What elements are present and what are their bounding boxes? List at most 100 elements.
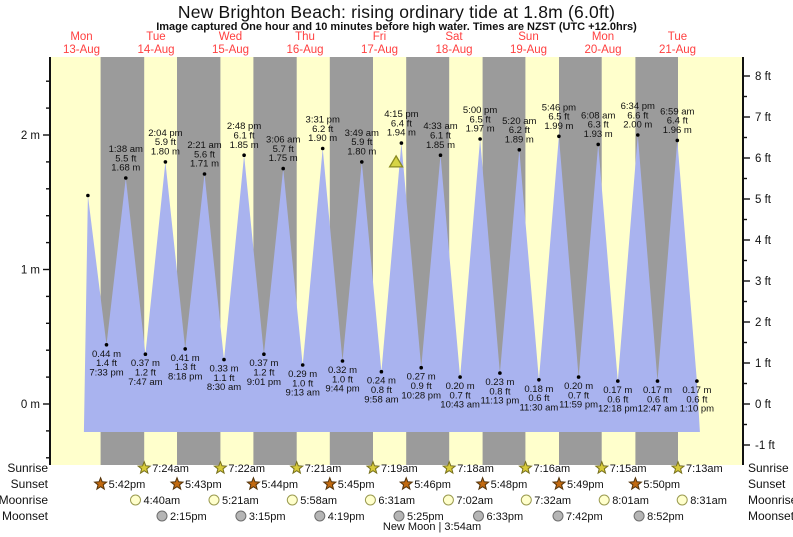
tide-point-dot xyxy=(183,347,187,351)
moonrise-time: 8:31am xyxy=(690,495,727,507)
sunrise-time: 7:13am xyxy=(686,463,723,475)
sunset-time: 5:42pm xyxy=(109,479,146,491)
high-tide-label: 1.89 m xyxy=(505,134,534,145)
day-date-label: 13-Aug xyxy=(63,44,100,56)
sunrise-row-label-left: Sunrise xyxy=(7,461,48,475)
sunrise-time: 7:21am xyxy=(305,463,342,475)
day-name-label: Sat xyxy=(445,31,463,43)
high-tide-label: 6.3 ft xyxy=(588,120,609,131)
moonset-time: 3:15pm xyxy=(249,511,286,523)
moonrise-icon xyxy=(520,494,532,506)
low-tide-label: 8:18 pm xyxy=(168,372,202,383)
low-tide-label: 1:10 pm xyxy=(680,404,714,415)
high-tide-label: 6.1 ft xyxy=(430,131,451,142)
moonset-icon xyxy=(156,510,168,522)
tide-point-dot xyxy=(104,343,109,347)
moonrise-icon xyxy=(286,494,298,506)
right-axis-label: 4 ft xyxy=(755,235,772,247)
high-tide-label: 1.80 m xyxy=(151,147,180,158)
moonset-icon xyxy=(393,510,405,522)
right-axis-label: 0 ft xyxy=(755,399,772,411)
day-date-label: 18-Aug xyxy=(435,44,472,56)
low-tide-label: 0.23 m xyxy=(485,377,514,388)
low-tide-label: 1.4 ft xyxy=(96,358,117,369)
low-tide-label: 0.17 m xyxy=(682,385,711,396)
low-tide-label: 12:47 am xyxy=(638,404,678,415)
tide-point-dot xyxy=(124,176,128,180)
low-tide-label: 0.7 ft xyxy=(568,390,589,401)
high-tide-label: 6.4 ft xyxy=(391,118,412,129)
moonrise-icon xyxy=(208,494,220,506)
low-tide-label: 10:43 am xyxy=(440,400,480,411)
low-tide-label: 11:13 pm xyxy=(480,396,519,407)
high-tide-label: 2:21 am xyxy=(187,140,221,151)
sunset-time: 5:48pm xyxy=(491,479,528,491)
high-tide-label: 5:00 pm xyxy=(463,105,497,116)
low-tide-label: 0.32 m xyxy=(328,365,357,376)
high-tide-label: 1.90 m xyxy=(308,133,337,144)
moonset-time: 7:42pm xyxy=(566,511,603,523)
sunset-time: 5:49pm xyxy=(567,479,604,491)
high-tide-label: 1.68 m xyxy=(111,163,140,174)
low-tide-label: 9:13 am xyxy=(286,388,320,399)
moonset-time: 8:52pm xyxy=(647,511,684,523)
sunrise-icon xyxy=(594,460,610,475)
tide-point-dot xyxy=(163,160,168,164)
low-tide-label: 0.6 ft xyxy=(647,394,668,405)
low-tide-label: 0.18 m xyxy=(524,384,553,395)
sunset-time: 5:50pm xyxy=(643,479,680,491)
sunrise-icon xyxy=(365,460,381,475)
high-tide-label: 1.80 m xyxy=(347,147,376,158)
left-axis-label: 1 m xyxy=(21,265,40,277)
sunrise-time: 7:24am xyxy=(152,463,189,475)
tide-point-dot xyxy=(202,172,207,176)
low-tide-label: 1.0 ft xyxy=(292,378,313,389)
day-date-label: 21-Aug xyxy=(659,44,696,56)
day-date-label: 14-Aug xyxy=(137,44,174,56)
low-tide-label: 0.37 m xyxy=(131,358,160,369)
day-name-label: Mon xyxy=(592,31,614,43)
moonrise-time: 8:01am xyxy=(612,495,649,507)
moon-phase-label: New Moon | 3:54am xyxy=(383,521,481,533)
day-date-label: 15-Aug xyxy=(212,44,249,56)
high-tide-label: 1:38 am xyxy=(109,144,143,155)
right-axis-label: -1 ft xyxy=(755,440,776,452)
day-name-label: Sun xyxy=(518,31,538,43)
moonset-icon xyxy=(633,510,645,522)
sunrise-icon xyxy=(670,460,686,475)
day-date-label: 20-Aug xyxy=(584,44,621,56)
low-tide-label: 10:28 pm xyxy=(401,390,441,401)
low-tide-label: 0.37 m xyxy=(249,358,278,369)
low-tide-label: 8:30 am xyxy=(207,382,241,393)
high-tide-label: 5.9 ft xyxy=(155,137,176,148)
day-name-label: Tue xyxy=(668,31,687,43)
low-tide-label: 0.6 ft xyxy=(528,393,549,404)
low-tide-label: 0.6 ft xyxy=(607,394,628,405)
moonset-time: 6:33pm xyxy=(487,511,524,523)
tide-point-dot xyxy=(557,134,561,139)
sunrise-icon xyxy=(136,460,152,475)
tide-point-dot xyxy=(478,137,482,141)
high-tide-label: 3:49 am xyxy=(345,128,379,139)
tide-point-dot xyxy=(576,375,581,379)
moonset-time: 5:25pm xyxy=(407,511,444,523)
moonset-time: 2:15pm xyxy=(170,511,207,523)
low-tide-label: 0.44 m xyxy=(92,349,121,360)
high-tide-label: 1.93 m xyxy=(584,129,613,140)
sunset-row-label-right: Sunset xyxy=(748,477,786,491)
moonset-icon xyxy=(552,510,564,522)
tide-point-dot xyxy=(458,375,462,379)
high-tide-label: 5.7 ft xyxy=(273,144,294,155)
high-tide-label: 1.85 m xyxy=(426,140,455,151)
moonset-icon xyxy=(314,510,326,522)
low-tide-label: 1.3 ft xyxy=(175,362,196,373)
day-name-label: Fri xyxy=(373,31,386,43)
high-tide-label: 6.6 ft xyxy=(627,110,648,121)
low-tide-label: 0.24 m xyxy=(367,376,396,387)
day-date-label: 19-Aug xyxy=(510,44,547,56)
low-tide-label: 0.41 m xyxy=(171,353,200,364)
day-date-label: 16-Aug xyxy=(286,44,323,56)
high-tide-label: 5:20 am xyxy=(502,116,536,127)
high-tide-label: 3:31 pm xyxy=(306,115,340,126)
